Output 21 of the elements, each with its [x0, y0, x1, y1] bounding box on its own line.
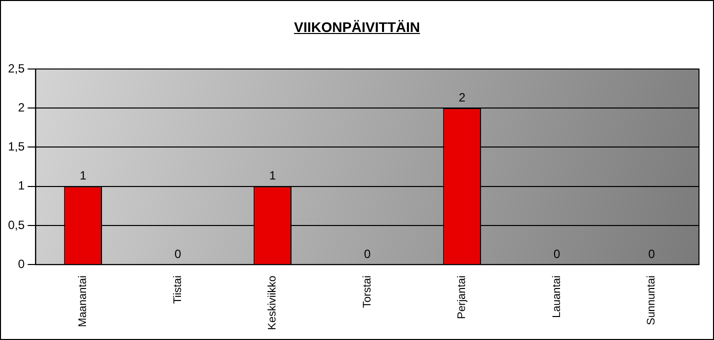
x-tick-label: Keskiviikko: [266, 276, 279, 330]
data-label: 0: [648, 246, 656, 261]
y-tick-label: 0: [18, 256, 25, 271]
x-tick-label: Tiistai: [172, 276, 184, 304]
data-label: 1: [269, 168, 276, 183]
y-tick-label: 2,5: [8, 61, 25, 76]
data-label: 0: [554, 246, 561, 261]
y-tick-label: 1: [18, 178, 25, 193]
data-label: 1: [80, 168, 87, 183]
chart-title: VIIKONPÄIVITTÄIN: [292, 19, 421, 35]
data-label: 2: [458, 90, 466, 104]
y-tick-label: 2: [18, 100, 25, 114]
x-tick-label: Torstai: [361, 276, 374, 308]
y-tick-label: 1,5: [8, 140, 25, 154]
data-label: 0: [174, 246, 182, 261]
y-tick-label: 0,5: [8, 218, 25, 232]
x-tick-label: Perjantai: [456, 276, 468, 320]
x-tick-label: Lauantai: [550, 276, 563, 318]
data-label: 0: [364, 246, 371, 261]
x-tick-label: Sunnuntai: [646, 276, 658, 326]
x-tick-label: Maanantai: [77, 276, 90, 327]
